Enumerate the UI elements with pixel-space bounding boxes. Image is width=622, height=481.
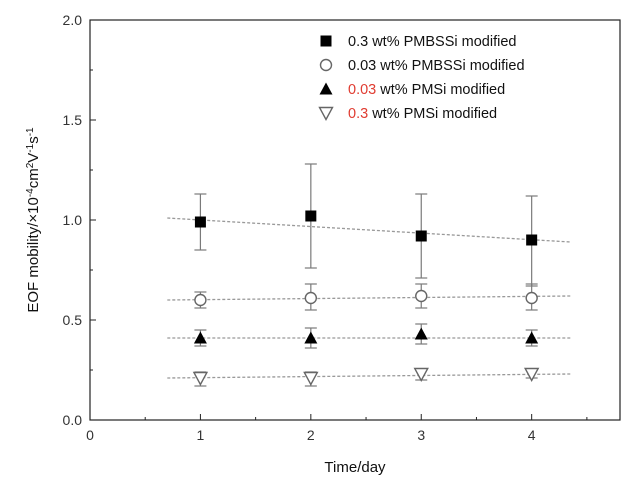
data-point bbox=[192, 371, 209, 386]
data-point bbox=[413, 367, 429, 382]
legend-marker bbox=[320, 35, 332, 47]
data-point bbox=[304, 331, 318, 344]
fit-line bbox=[167, 217, 571, 243]
y-axis-title-superscript: -1 bbox=[25, 143, 36, 152]
legend-entry: 0.3 wt% PMSi modified bbox=[348, 106, 497, 122]
legend-entry-concentration: 0.3 bbox=[348, 34, 368, 50]
data-point bbox=[194, 216, 206, 228]
tick-labels: 0.0 0.5 1.0 1.5 2.0 0 1 2 3 4 bbox=[63, 12, 536, 443]
legend-entry-concentration: 0.03 bbox=[348, 82, 376, 98]
data-point bbox=[414, 327, 428, 340]
y-tick-label: 0.5 bbox=[63, 312, 83, 328]
data-point bbox=[525, 291, 538, 305]
data-point bbox=[305, 210, 317, 222]
y-axis-title-superscript: -1 bbox=[25, 127, 36, 136]
x-tick-label: 0 bbox=[86, 427, 94, 443]
legend-entry-label: wt% PMSi modified bbox=[368, 106, 497, 122]
legend-entry: 0.03 wt% PMSi modified bbox=[348, 82, 505, 98]
legend-entry-label: wt% PMBSSi modified bbox=[368, 34, 516, 50]
x-axis-title: Time/day bbox=[324, 459, 386, 476]
data-point bbox=[415, 289, 428, 303]
fit-line bbox=[167, 373, 571, 379]
data-point bbox=[415, 230, 427, 242]
legend-entry-label: wt% PMSi modified bbox=[376, 82, 505, 98]
y-axis-title-text: V bbox=[25, 153, 42, 163]
legend-entry-concentration: 0.03 bbox=[348, 58, 376, 74]
y-axis-title-superscript: -4 bbox=[25, 188, 36, 197]
data-point bbox=[526, 234, 538, 246]
y-tick-label: 2.0 bbox=[63, 12, 83, 28]
axis-ticks bbox=[89, 19, 588, 421]
y-tick-label: 1.5 bbox=[63, 112, 83, 128]
data-point bbox=[523, 367, 540, 382]
error-bars bbox=[194, 163, 538, 387]
y-axis-title: EOF mobility/×10-4cm2V-1s-1 bbox=[25, 127, 43, 313]
x-tick-label: 1 bbox=[197, 427, 205, 443]
legend-marker bbox=[319, 58, 333, 72]
plot-frame bbox=[89, 19, 621, 421]
y-axis-title-text: cm bbox=[25, 168, 42, 188]
data-point bbox=[194, 293, 207, 307]
data-point bbox=[304, 291, 318, 305]
fit-line bbox=[167, 295, 571, 301]
x-tick-label: 3 bbox=[417, 427, 425, 443]
data-markers bbox=[192, 210, 540, 386]
data-point bbox=[525, 331, 539, 344]
legend-entry: 0.3 wt% PMBSSi modified bbox=[348, 34, 516, 50]
legend-marker bbox=[318, 106, 334, 121]
legend-entry: 0.03 wt% PMBSSi modified bbox=[348, 58, 525, 74]
y-tick-label: 0.0 bbox=[63, 412, 83, 428]
y-axis-title-text: EOF mobility/×10 bbox=[25, 197, 42, 312]
legend-entry-label: wt% PMBSSi modified bbox=[376, 58, 524, 74]
y-axis-title-text: s bbox=[25, 136, 42, 144]
y-tick-label: 1.0 bbox=[63, 212, 83, 228]
legend-entry-concentration: 0.3 bbox=[348, 106, 368, 122]
legend-marker bbox=[319, 82, 333, 95]
fit-lines bbox=[167, 217, 571, 379]
x-tick-label: 2 bbox=[307, 427, 315, 443]
y-axis-title-superscript: 2 bbox=[25, 162, 36, 168]
data-point bbox=[303, 371, 319, 386]
x-tick-label: 4 bbox=[528, 427, 536, 443]
data-point bbox=[193, 331, 207, 344]
